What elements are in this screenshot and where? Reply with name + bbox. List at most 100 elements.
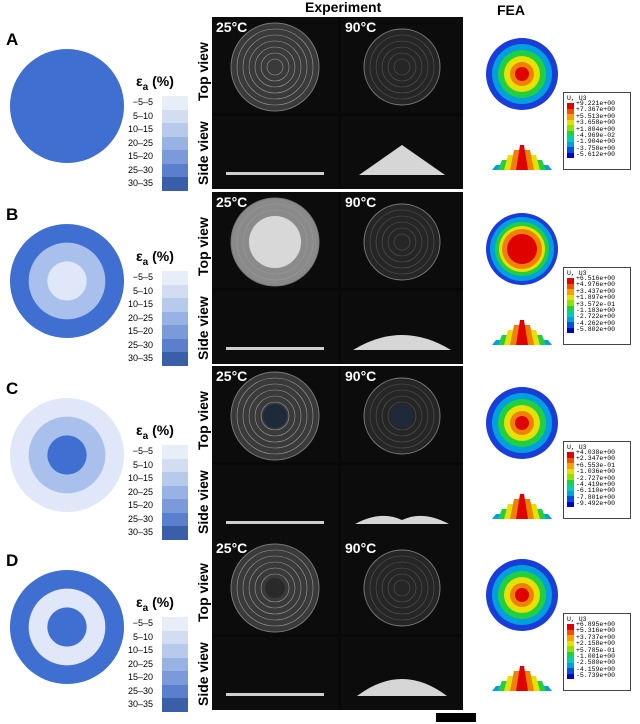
legend-label: 10–15 [127,473,153,483]
photo-top-25: 25°C [212,192,338,288]
legend-swatch [162,150,188,164]
row-label-top-view: Top view [195,42,211,101]
fea-legend-swatch [567,640,574,646]
panel-letter: C [6,379,19,398]
fea-side-view [492,320,552,345]
sample-ring [387,227,417,257]
fea-legend-swatch [567,147,574,153]
legend-label: 5–10 [132,110,153,121]
legend-label: −5–5 [132,446,153,456]
legend-swatch [162,311,188,325]
legend-label: −5–5 [132,272,153,282]
fea-legend-value: +6.895e+00 [576,621,616,628]
fea-legend-swatch [567,289,574,295]
strain-design-disc [9,397,125,513]
experiment-photos: Top view Side view 25°C 90°C [195,17,463,189]
legend-label: 5–10 [132,459,153,470]
fea-legend-value: -5.739e+00 [576,672,616,680]
fea-contour [515,588,529,602]
fea-legend-title: U, U3 [567,95,587,102]
legend-swatch [162,499,188,513]
sample-ring [248,40,302,94]
legend-label: 20–25 [127,137,153,148]
legend-label: 10–15 [127,645,153,655]
fea-legend-value: +4.976e+00 [576,281,616,289]
fea-legend-value: +6.516e+00 [576,275,616,282]
photo-top-90: 90°C [341,17,463,113]
temperature-label-25: 25°C [216,368,248,384]
temperature-label-90: 90°C [345,194,377,210]
legend-labels: −5–5 5–10 10–15 20–25 15–20 25–30 30–35 [113,96,153,191]
photo-top-90: 90°C [341,192,463,288]
legend-unit: (%) [148,422,174,438]
sample-image [230,371,320,461]
fea-legend-swatch [567,629,574,635]
temperature-label-90: 90°C [345,540,377,556]
legend-label: 5–10 [132,285,153,296]
row-label-top-view: Top view [195,391,211,450]
legend-label: 5–10 [132,631,153,642]
photo-top-25: 25°C [212,366,338,462]
legend-label: 20–25 [127,486,153,497]
legend-swatch [162,96,188,110]
legend-label: 15–20 [127,500,153,510]
temperature-label-25: 25°C [216,19,248,35]
sample-ring [369,383,435,449]
sample-ring [260,573,290,603]
sample-ring [236,28,314,106]
fea-legend-value: +3.658e+00 [576,119,616,127]
legend-symbol: ε [136,422,143,438]
fea-legend-swatch [567,316,574,322]
fea-legend-swatch [567,108,574,114]
sample-ring [375,215,429,269]
sample-image [363,549,441,627]
fea-legend-swatch [567,283,574,289]
legend-swatch [162,630,188,644]
row-label-top-view: Top view [195,217,211,276]
legend-swatch [162,526,188,540]
legend-label: 20–25 [127,658,153,669]
sample-ring [266,58,284,76]
fea-legend-value: -2.580e+00 [576,659,616,667]
legend-colorbar [162,271,188,366]
fea-legend-value: +2.158e+00 [576,640,616,648]
sample-center [249,216,301,268]
sample-profile [359,145,445,175]
fea-legend-value: -1.183e+00 [576,307,616,315]
fea-legend-swatch [567,673,574,679]
strain-design-disc [9,223,125,339]
photo-side-25 [212,116,338,189]
legend-label: 15–20 [127,151,153,161]
fea-legend-swatch [567,501,574,507]
photo-top-25: 25°C [212,538,338,634]
sample-ring [236,549,314,627]
legend-swatch [162,445,188,459]
legend-unit: (%) [148,248,174,264]
legend-symbol: ε [136,248,143,264]
sample-disc [363,549,441,627]
fea-contour [515,67,529,81]
fea-legend-swatch [567,490,574,496]
sample-ring [381,46,423,88]
sample-ring [242,383,308,449]
fea-legend-swatch [567,136,574,142]
fea-legend-title: U, U3 [567,270,587,277]
photo-side-90 [341,637,463,710]
sample-center [390,404,414,428]
legend-labels: −5–5 5–10 10–15 20–25 15–20 25–30 30–35 [113,271,153,366]
fea-legend-swatch [567,114,574,120]
fea-legend-value: -4.969e-02 [576,132,616,140]
fea-legend-value: -7.801e+00 [576,493,616,501]
temperature-label-90: 90°C [345,19,377,35]
fea-legend-swatch [567,457,574,463]
legend-swatch [162,617,188,631]
sample-ring [254,567,296,609]
fea-legend-swatch [567,327,574,333]
legend-colorbar [162,617,188,712]
sample-ring [381,567,423,609]
sample-image [226,693,324,696]
fea-legend-value: -4.419e+00 [576,481,616,489]
fea-legend-swatch [567,300,574,306]
fea-legend-swatch [567,322,574,328]
scale-bar [436,713,476,722]
